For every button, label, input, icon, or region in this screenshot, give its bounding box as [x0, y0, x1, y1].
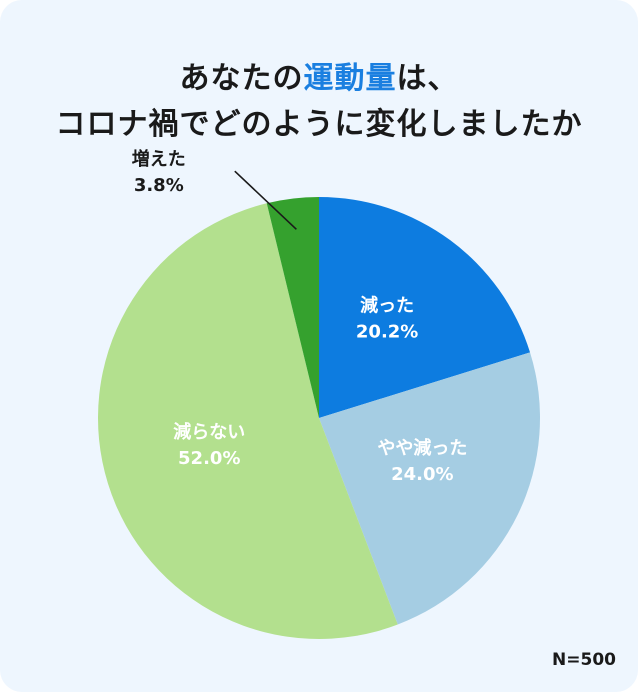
leader-line-4 [234, 170, 297, 230]
slice-label-4: 増えた [132, 148, 186, 170]
slice-label-3: 減らない [173, 421, 245, 443]
pie-slice-3 [98, 203, 398, 639]
title-accent: 運動量 [303, 61, 397, 96]
title-suffix: は、 [396, 61, 459, 96]
pie-slices [98, 197, 540, 639]
slice-value-3: 52.0% [178, 448, 240, 469]
title-prefix: あなたの [179, 61, 304, 96]
pie-slice-4 [266, 197, 319, 418]
slice-value-1: 20.2% [356, 321, 418, 342]
slice-value-2: 24.0% [391, 464, 453, 485]
slice-label-2: やや減った [377, 437, 467, 459]
slice-label-1: 減った [360, 294, 414, 316]
slice-value-4: 3.8% [134, 175, 184, 196]
sample-size-label: N=500 [552, 650, 616, 670]
pie-slice-1 [319, 197, 531, 418]
chart-title-line1: あなたの運動量は、 [0, 56, 638, 102]
chart-title-line2: コロナ禍でどのように変化しましたか [55, 107, 583, 142]
chart-title: あなたの運動量は、 コロナ禍でどのように変化しましたか [0, 56, 638, 148]
pie-labels: 減った 20.2% やや減った 24.0% 減らない 52.0% 増えた 3.8% [132, 148, 468, 485]
pie-slice-2 [319, 352, 540, 625]
